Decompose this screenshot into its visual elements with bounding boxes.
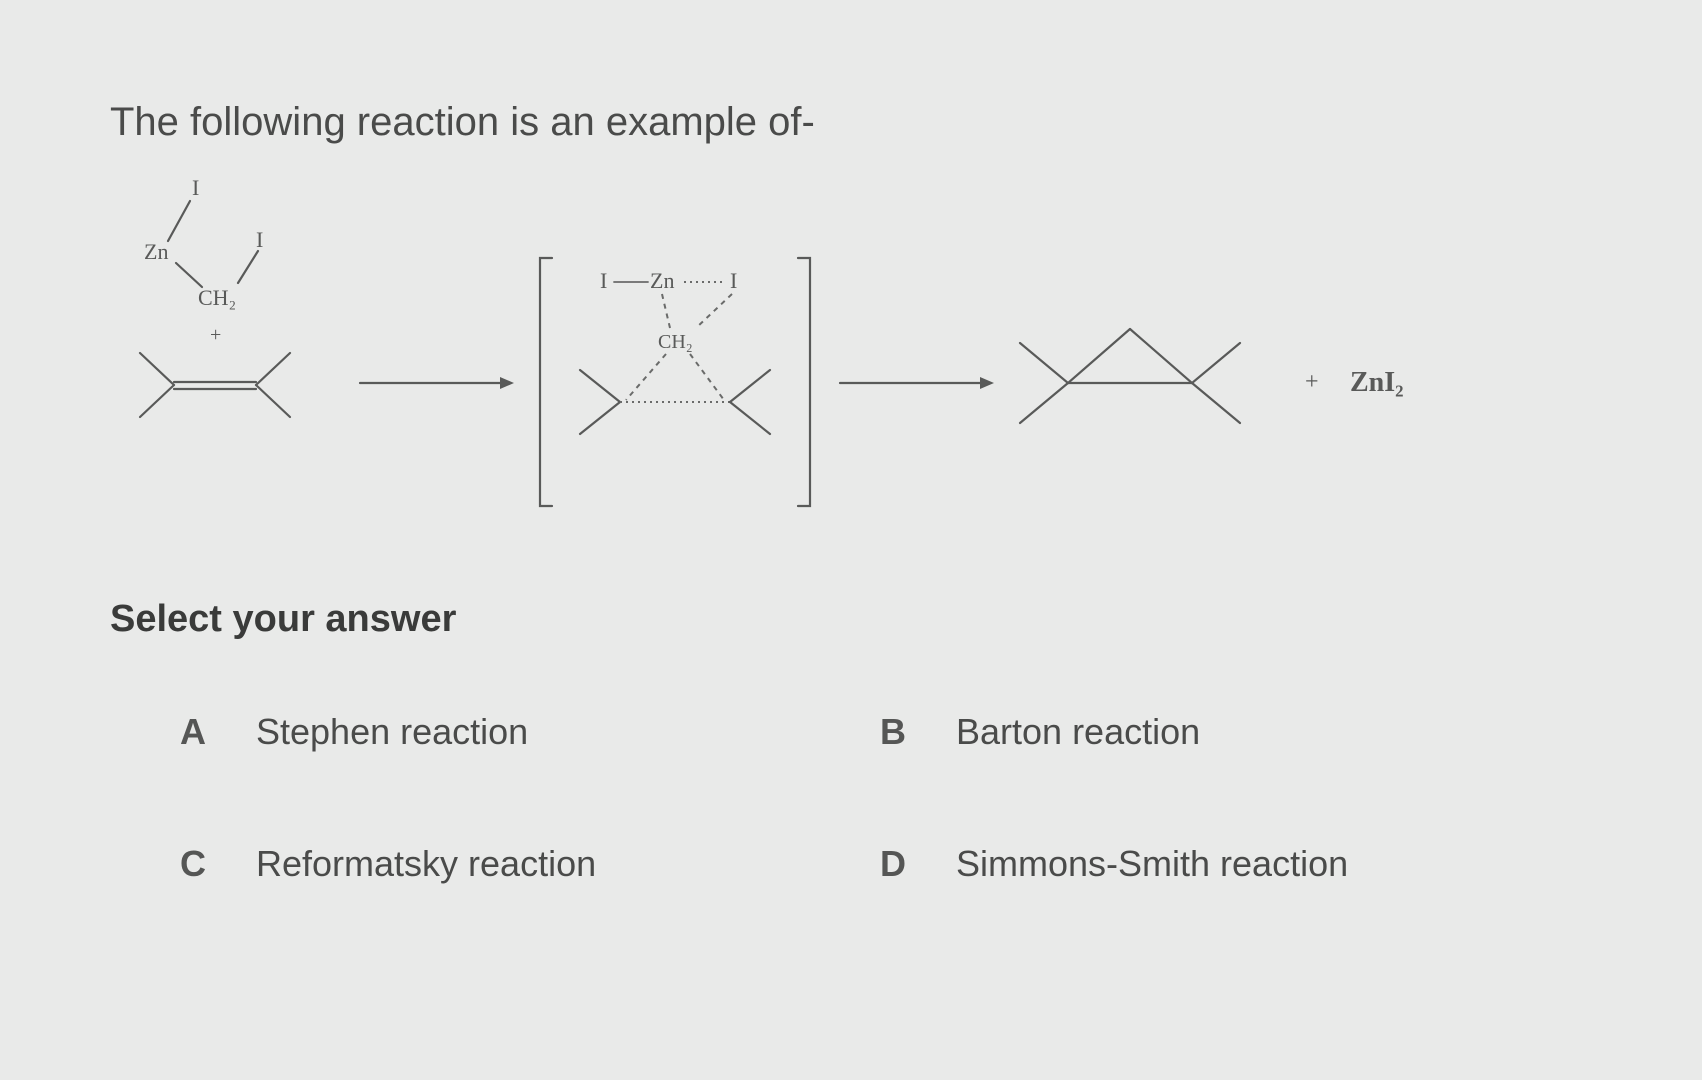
- plus-sign-1: +: [210, 324, 221, 346]
- plus-sign-2: +: [1305, 369, 1319, 395]
- answer-text-a: Stephen reaction: [256, 711, 528, 753]
- question-text: The following reaction is an example of-: [110, 100, 1602, 145]
- label-CH2-reagent: CH₂: [198, 285, 236, 310]
- answer-text-b: Barton reaction: [956, 711, 1200, 753]
- reagent-zinc-carbenoid: I Zn CH₂ I: [144, 175, 263, 310]
- ts-CH2: CH₂: [658, 331, 693, 353]
- answer-option-d[interactable]: D Simmons-Smith reaction: [880, 843, 1580, 885]
- answer-letter-a: A: [180, 711, 212, 753]
- ts-I-right: I: [730, 268, 737, 293]
- reaction-diagram: I Zn CH₂ I +: [120, 173, 1602, 518]
- answers-grid: A Stephen reaction B Barton reaction C R…: [180, 711, 1602, 885]
- label-ZnI2: ZnI₂: [1350, 367, 1404, 398]
- answer-option-a[interactable]: A Stephen reaction: [180, 711, 820, 753]
- answer-letter-c: C: [180, 843, 212, 885]
- label-I-mid: I: [256, 227, 263, 252]
- answer-option-b[interactable]: B Barton reaction: [880, 711, 1580, 753]
- transition-state: I Zn I CH₂: [540, 258, 810, 506]
- arrow-2: [840, 377, 994, 389]
- answer-letter-b: B: [880, 711, 912, 753]
- answer-letter-d: D: [880, 843, 912, 885]
- label-I-top: I: [192, 175, 199, 200]
- select-answer-label: Select your answer: [110, 598, 1602, 641]
- product-cyclopropane: [1020, 329, 1240, 423]
- label-Zn: Zn: [144, 239, 168, 264]
- answer-text-c: Reformatsky reaction: [256, 843, 596, 885]
- arrow-1: [360, 377, 514, 389]
- ts-I-left: I: [600, 268, 607, 293]
- reagent-alkene: [140, 353, 290, 417]
- answer-option-c[interactable]: C Reformatsky reaction: [180, 843, 820, 885]
- answer-text-d: Simmons-Smith reaction: [956, 843, 1348, 885]
- ts-Zn: Zn: [650, 268, 674, 293]
